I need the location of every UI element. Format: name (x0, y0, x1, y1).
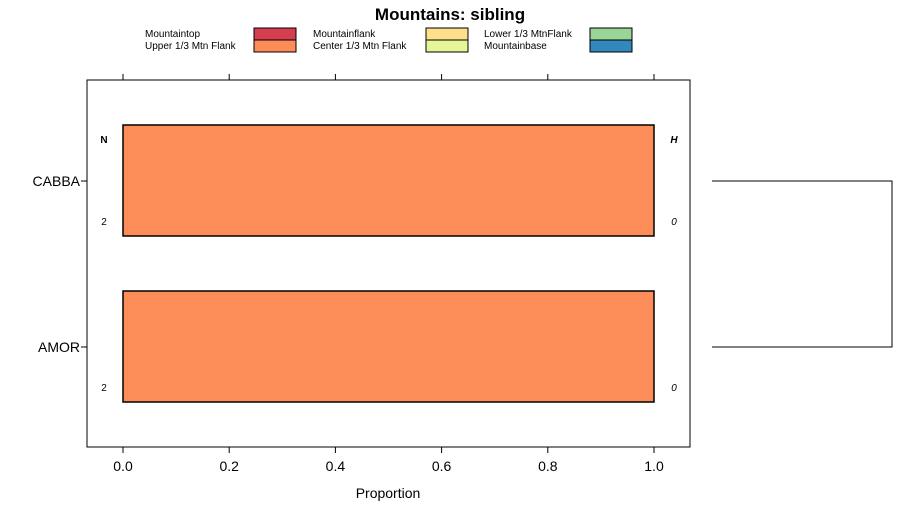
h-value: 0 (671, 217, 677, 228)
x-axis-label: Proportion (356, 485, 421, 501)
legend-swatch (253, 27, 297, 41)
legend-label: Mountainflank (313, 29, 376, 40)
x-axis: 0.0 0.2 0.4 0.6 0.8 1.0 (113, 74, 664, 474)
n-header: N (100, 135, 107, 146)
legend-label: Upper 1/3 Mtn Flank (145, 41, 237, 52)
y-tick-label: AMOR (38, 339, 80, 355)
bars: CABBA 2 0 AMOR 2 0 (33, 124, 677, 403)
dendrogram (712, 180, 893, 348)
plot-frame (86, 79, 691, 448)
n-value: 2 (101, 217, 107, 228)
x-tick-label: 0.4 (326, 458, 346, 474)
legend-swatch (589, 27, 633, 41)
legend-swatch (253, 39, 297, 53)
legend-swatch (589, 39, 633, 53)
x-tick-label: 0.0 (113, 458, 133, 474)
x-tick-label: 0.6 (432, 458, 452, 474)
x-tick-label: 0.2 (219, 458, 239, 474)
x-tick-label: 1.0 (644, 458, 664, 474)
y-tick-label: CABBA (33, 173, 81, 189)
bar-cabba (122, 124, 655, 237)
legend-label: Center 1/3 Mtn Flank (313, 41, 407, 52)
chart-title: Mountains: sibling (375, 5, 525, 24)
bar-amor (122, 290, 655, 403)
legend: Mountaintop Mountainflank Lower 1/3 MtnFla… (145, 27, 633, 53)
legend-label: Lower 1/3 MtnFlank (484, 29, 573, 40)
legend-label: Mountainbase (484, 41, 547, 52)
x-tick-label: 0.8 (538, 458, 558, 474)
n-value: 2 (101, 383, 107, 394)
legend-swatch (425, 27, 469, 41)
legend-label: Mountaintop (145, 29, 200, 40)
h-value: 0 (671, 383, 677, 394)
h-header: H (670, 135, 678, 146)
legend-swatch (425, 39, 469, 53)
